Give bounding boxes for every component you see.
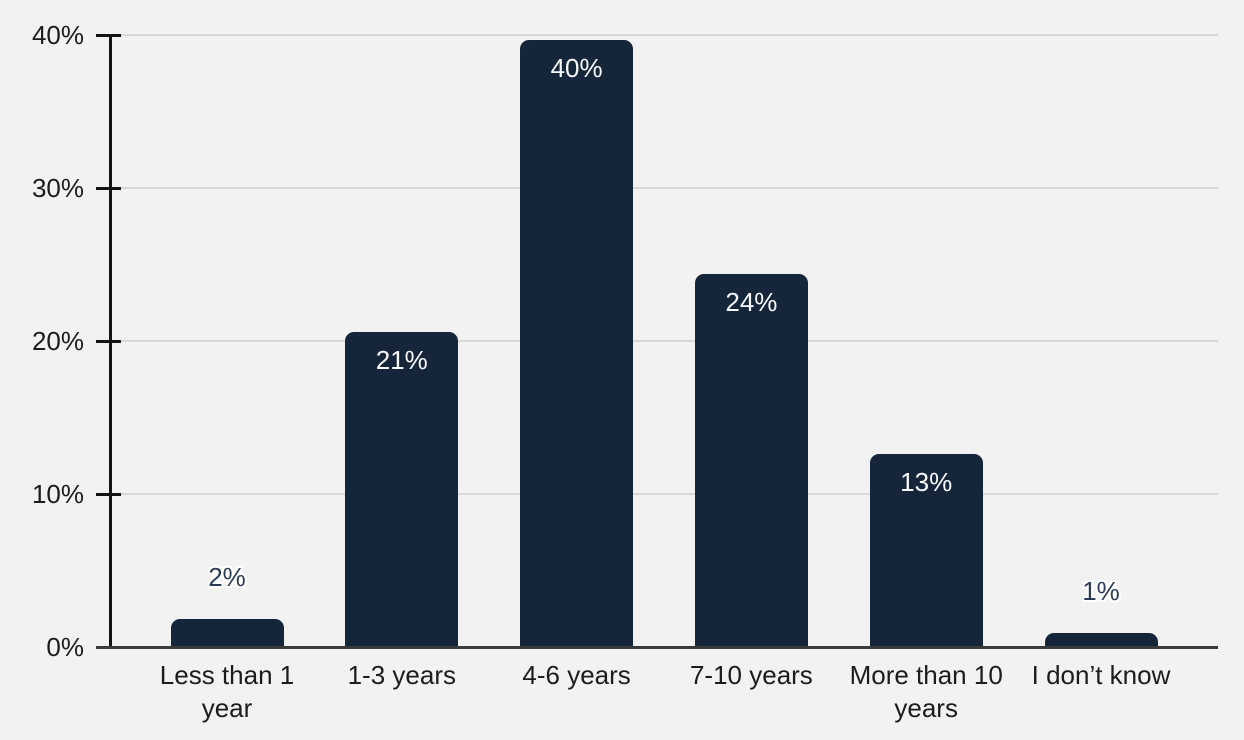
bar-value-label-6: 1% — [1082, 576, 1120, 607]
x-category-label-6: I don’t know — [1031, 660, 1171, 690]
gridline-40% — [110, 34, 1218, 36]
x-category-label-2: 1-3 years — [347, 660, 456, 690]
gridline-20% — [110, 340, 1218, 342]
bar-3 — [520, 39, 634, 648]
bar-value-label-1: 2% — [208, 562, 246, 593]
y-axis-tick-10% — [96, 493, 121, 496]
x-category-label-4: 7-10 years — [689, 660, 813, 690]
bar-2 — [345, 331, 459, 648]
y-axis-tick-40% — [96, 34, 121, 37]
x-axis-baseline — [96, 646, 1218, 649]
bar-value-label-5: 13% — [900, 467, 953, 498]
x-category-label-1: Less than 1 year — [159, 660, 295, 723]
y-axis-label-0%: 0% — [46, 632, 84, 662]
y-axis-label-20%: 20% — [31, 326, 84, 356]
bar-value-label-2: 21% — [375, 344, 428, 375]
bar-6 — [1044, 633, 1158, 648]
y-axis-label-10%: 10% — [31, 479, 84, 509]
bar-5 — [869, 454, 983, 648]
bar-value-label-3: 40% — [550, 52, 603, 83]
y-axis-tick-20% — [96, 340, 121, 343]
y-axis-label-40%: 40% — [31, 20, 84, 50]
bar-4 — [694, 273, 808, 648]
y-axis-label-30%: 30% — [31, 173, 84, 203]
gridline-10% — [110, 493, 1218, 495]
bar-1 — [170, 619, 284, 648]
gridline-30% — [110, 187, 1218, 189]
y-axis-tick-30% — [96, 187, 121, 190]
x-category-label-5: More than 10 years — [849, 660, 1003, 723]
bar-value-label-4: 24% — [725, 286, 778, 317]
x-category-label-3: 4-6 years — [522, 660, 631, 690]
